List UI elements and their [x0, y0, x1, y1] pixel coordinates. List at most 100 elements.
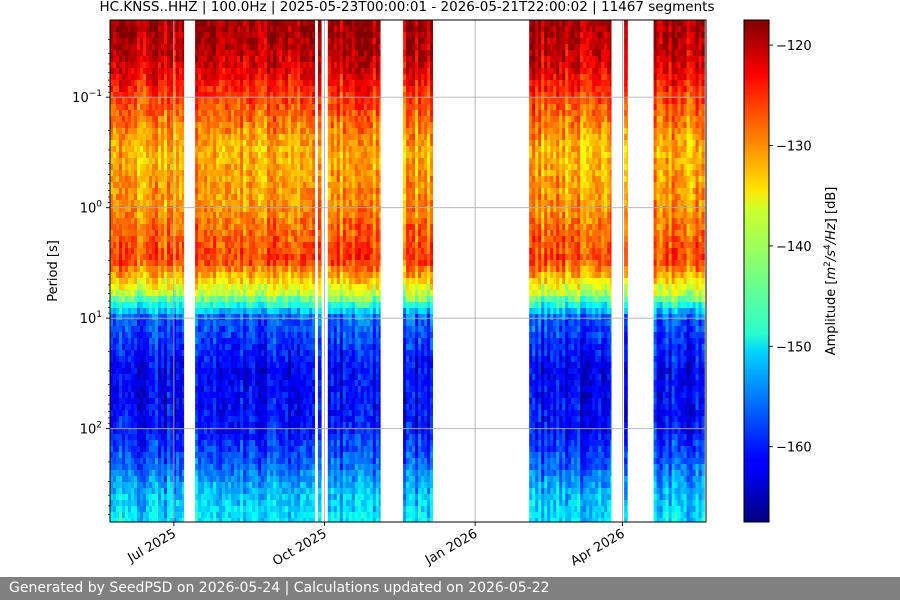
heatmap-cell: [285, 488, 289, 495]
heatmap-cell: [167, 80, 171, 87]
heatmap-cell: [282, 476, 286, 483]
heatmap-cell: [195, 434, 199, 441]
heatmap-cell: [276, 410, 280, 417]
heatmap-cell: [173, 320, 177, 327]
heatmap-cell: [261, 326, 265, 333]
heatmap-cell: [149, 164, 153, 171]
heatmap-cell: [228, 332, 232, 339]
heatmap-cell: [207, 302, 211, 309]
heatmap-cell: [228, 428, 232, 435]
heatmap-cell: [140, 170, 144, 177]
heatmap-cell: [140, 446, 144, 453]
heatmap-cell: [228, 230, 232, 237]
heatmap-cell: [201, 410, 205, 417]
heatmap-cell: [134, 320, 138, 327]
heatmap-cell: [267, 398, 271, 405]
heatmap-cell: [291, 398, 295, 405]
heatmap-cell: [179, 170, 183, 177]
heatmap-cell: [228, 434, 232, 441]
heatmap-cell: [195, 104, 199, 111]
heatmap-cell: [125, 122, 129, 129]
heatmap-cell: [131, 380, 135, 387]
heatmap-cell: [225, 218, 229, 225]
heatmap-cell: [294, 266, 298, 273]
heatmap-cell: [225, 74, 229, 81]
heatmap-cell: [264, 500, 268, 507]
heatmap-cell: [158, 470, 162, 477]
heatmap-cell: [243, 110, 247, 117]
heatmap-cell: [161, 458, 165, 465]
heatmap-cell: [179, 356, 183, 363]
heatmap-cell: [164, 248, 168, 255]
heatmap-cell: [179, 374, 183, 381]
heatmap-cell: [149, 146, 153, 153]
heatmap-cell: [207, 50, 211, 57]
heatmap-cell: [246, 68, 250, 75]
heatmap-cell: [137, 218, 141, 225]
heatmap-cell: [198, 74, 202, 81]
heatmap-cell: [270, 248, 274, 255]
heatmap-cell: [285, 278, 289, 285]
heatmap-cell: [210, 434, 214, 441]
heatmap-cell: [113, 368, 117, 375]
heatmap-cell: [198, 92, 202, 99]
heatmap-cell: [176, 296, 180, 303]
heatmap-cell: [176, 350, 180, 357]
heatmap-cell: [155, 404, 159, 411]
heatmap-cell: [288, 368, 292, 375]
heatmap-cell: [128, 398, 132, 405]
heatmap-cell: [125, 26, 129, 33]
heatmap-cell: [158, 368, 162, 375]
heatmap-cell: [125, 464, 129, 471]
heatmap-cell: [246, 218, 250, 225]
heatmap-cell: [228, 518, 232, 522]
heatmap-cell: [282, 230, 286, 237]
heatmap-cell: [170, 308, 174, 315]
heatmap-cell: [201, 518, 205, 522]
heatmap-cell: [164, 428, 168, 435]
heatmap-cell: [291, 194, 295, 201]
heatmap-cell: [219, 266, 223, 273]
heatmap-cell: [252, 164, 256, 171]
heatmap-cell: [158, 404, 162, 411]
heatmap-cell: [170, 206, 174, 213]
heatmap-cell: [276, 428, 280, 435]
heatmap-cell: [122, 182, 126, 189]
heatmap-cell: [134, 110, 138, 117]
heatmap-cell: [216, 338, 220, 345]
heatmap-cell: [161, 188, 165, 195]
heatmap-cell: [252, 206, 256, 213]
heatmap-cell: [134, 176, 138, 183]
heatmap-cell: [270, 332, 274, 339]
heatmap-cell: [176, 284, 180, 291]
heatmap-cell: [273, 476, 277, 483]
heatmap-cell: [201, 98, 205, 105]
heatmap-cell: [222, 92, 226, 99]
heatmap-cell: [285, 176, 289, 183]
heatmap-cell: [249, 380, 253, 387]
heatmap-cell: [267, 188, 271, 195]
heatmap-cell: [137, 50, 141, 57]
heatmap-cell: [225, 26, 229, 33]
heatmap-cell: [243, 440, 247, 447]
heatmap-cell: [207, 212, 211, 219]
heatmap-cell: [246, 290, 250, 297]
heatmap-cell: [258, 422, 262, 429]
heatmap-cell: [288, 404, 292, 411]
heatmap-cell: [201, 368, 205, 375]
heatmap-cell: [282, 380, 286, 387]
heatmap-cell: [110, 272, 114, 279]
heatmap-cell: [143, 230, 147, 237]
heatmap-cell: [204, 176, 208, 183]
heatmap-cell: [258, 158, 262, 165]
heatmap-cell: [258, 386, 262, 393]
heatmap-cell: [179, 254, 183, 261]
heatmap-cell: [267, 356, 271, 363]
heatmap-cell: [255, 218, 259, 225]
heatmap-cell: [279, 50, 283, 57]
heatmap-cell: [282, 62, 286, 69]
heatmap-cell: [182, 224, 185, 231]
heatmap-cell: [234, 278, 238, 285]
heatmap-cell: [155, 440, 159, 447]
heatmap-cell: [249, 320, 253, 327]
